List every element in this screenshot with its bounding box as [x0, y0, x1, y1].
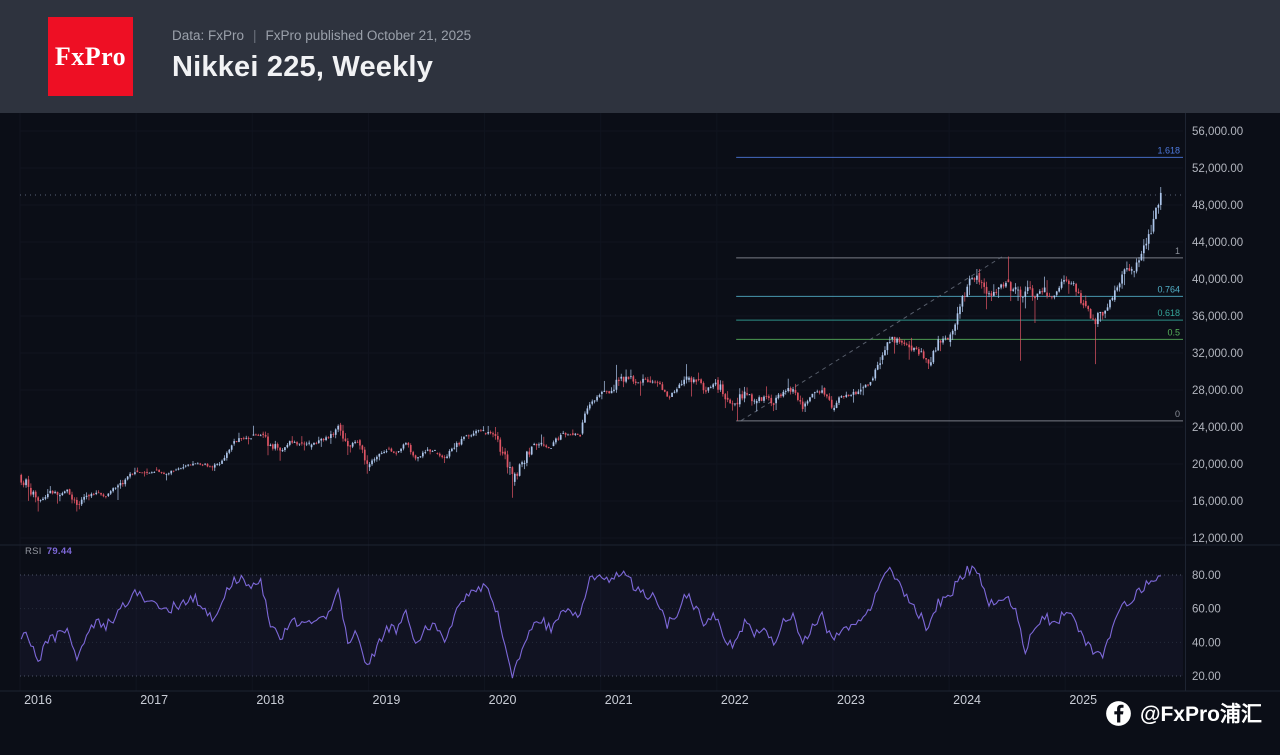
price-scale-label: 16,000.00: [1192, 496, 1243, 508]
rsi-line: [20, 565, 1161, 679]
time-scale-labels[interactable]: 2016 2017 2018 2019 2020 2021 2022 2023 2024 2025: [24, 693, 1097, 707]
candlestick-series[interactable]: [20, 187, 1162, 512]
rsi-scale-label: 20.00: [1192, 671, 1221, 683]
price-scale-label: 24,000.00: [1192, 422, 1243, 434]
chart-source-line: Data: FxPro | FxPro published October 21, …: [172, 29, 471, 43]
facebook-icon: [1105, 700, 1132, 727]
rsi-scale-label: 40.00: [1192, 637, 1221, 649]
price-scale-label: 36,000.00: [1192, 311, 1243, 323]
year-label-2024: 2024: [953, 693, 981, 707]
price-scale-labels[interactable]: 56,000.00 52,000.00 48,000.00 44,000.00 40,0…: [1192, 126, 1243, 545]
price-scale-label: 20,000.00: [1192, 459, 1243, 471]
fib-label-0: 0: [1175, 409, 1180, 419]
price-scale-label: 56,000.00: [1192, 126, 1243, 138]
separator: |: [253, 27, 257, 43]
fib-label-1.618: 1.618: [1157, 145, 1180, 155]
rsi-scale-label: 60.00: [1192, 604, 1221, 616]
year-label-2017: 2017: [140, 693, 168, 707]
chart-title: Nikkei 225, Weekly: [172, 51, 434, 84]
rsi-scale-label: 80.00: [1192, 570, 1221, 582]
fib-label-1: 1: [1175, 246, 1180, 256]
price-scale-label: 44,000.00: [1192, 237, 1243, 249]
price-scale-label: 52,000.00: [1192, 163, 1243, 175]
year-label-2018: 2018: [256, 693, 284, 707]
rsi-pane[interactable]: 80.00 60.00 40.00 20.00: [20, 565, 1221, 683]
price-scale-label: 48,000.00: [1192, 200, 1243, 212]
price-scale-label: 40,000.00: [1192, 274, 1243, 286]
year-label-2025: 2025: [1069, 693, 1097, 707]
price-scale-label: 32,000.00: [1192, 348, 1243, 360]
year-label-2019: 2019: [373, 693, 401, 707]
chart-canvas[interactable]: 1.618 1 0.764 0.618 0.5 0 80.00 60.00 40.00 20.00…: [0, 113, 1280, 755]
fib-label-0.764: 0.764: [1157, 284, 1180, 294]
watermark-handle: @FxPro浦汇: [1140, 703, 1262, 726]
header-bar: FxPro Data: FxPro | FxPro published Octobe…: [0, 0, 1280, 113]
fib-label-0.5: 0.5: [1167, 327, 1180, 337]
price-scale-label: 12,000.00: [1192, 533, 1243, 545]
year-label-2022: 2022: [721, 693, 749, 707]
fib-label-0.618: 0.618: [1157, 308, 1180, 318]
watermark: @FxPro浦汇: [1105, 698, 1262, 728]
price-scale-label: 28,000.00: [1192, 385, 1243, 397]
trendline[interactable]: [740, 256, 1003, 422]
year-label-2023: 2023: [837, 693, 865, 707]
rsi-name: RSI: [25, 546, 42, 557]
price-and-rsi-chart[interactable]: 1.618 1 0.764 0.618 0.5 0 80.00 60.00 40.00 20.00…: [0, 113, 1280, 755]
fxpro-logo: FxPro: [48, 17, 133, 96]
fxpro-logo-text: FxPro: [54, 41, 127, 71]
rsi-indicator-label: RSI 79.44: [25, 546, 72, 557]
grid: [19, 113, 1183, 691]
fibonacci-levels[interactable]: 1.618 1 0.764 0.618 0.5 0: [736, 145, 1183, 422]
data-source-text: Data: FxPro: [172, 27, 245, 43]
year-label-2020: 2020: [489, 693, 517, 707]
rsi-value: 79.44: [46, 546, 73, 557]
year-label-2016: 2016: [24, 693, 52, 707]
year-label-2021: 2021: [605, 693, 633, 707]
published-text: FxPro published October 21, 2025: [265, 27, 472, 43]
